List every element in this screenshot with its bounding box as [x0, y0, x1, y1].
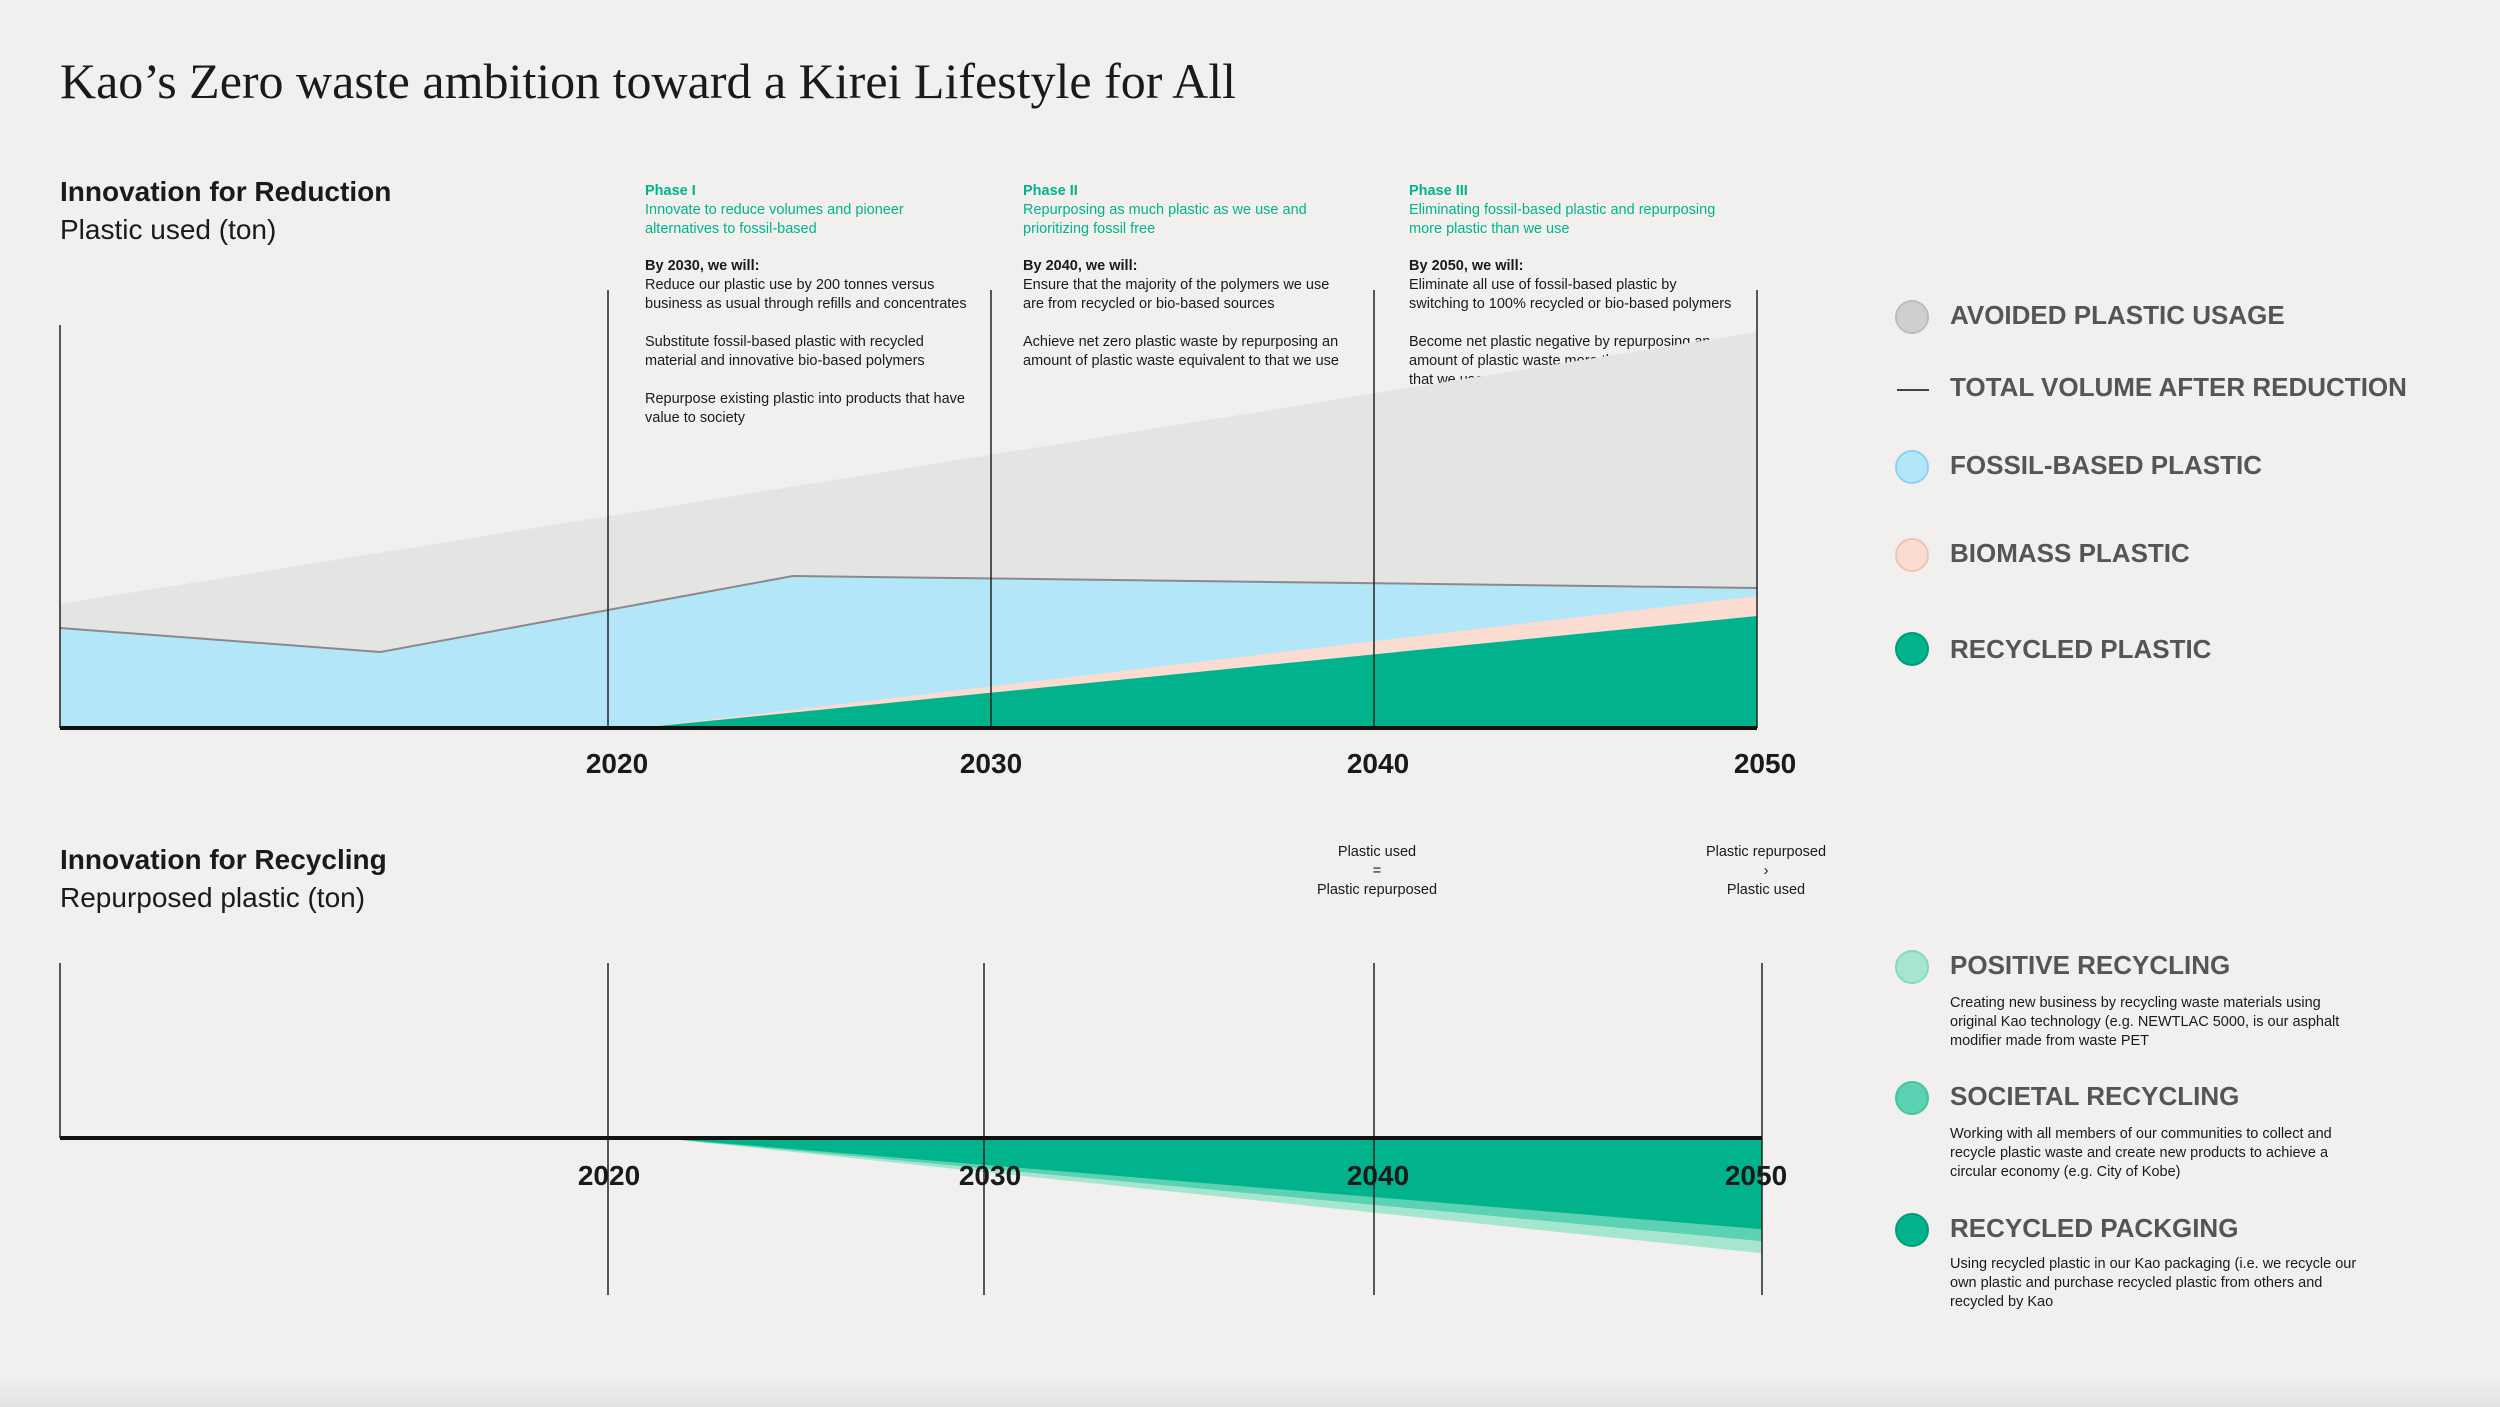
- x-tick-label: 2030: [959, 748, 1023, 779]
- legend-label: FOSSIL-BASED PLASTIC: [1950, 450, 2263, 480]
- phase-goal: Achieve net zero plastic waste by repurp…: [1023, 334, 1339, 369]
- positive-recycling-area: [659, 1138, 1762, 1254]
- x-tick-label: 2050: [1724, 1160, 1788, 1191]
- phase-goal: Repurpose existing plastic into products…: [645, 391, 965, 426]
- legend-description: Working with all members of our communit…: [1950, 1126, 2332, 1180]
- footer-shade: [0, 1377, 2500, 1407]
- reduction-heading: Innovation for Reduction: [60, 176, 392, 207]
- phase-2-block: Phase II Repurposing as much plastic as …: [1023, 182, 1353, 390]
- phase-label: Phase III: [1409, 183, 1468, 199]
- recycling-subheading: Repurposed plastic (ton): [60, 882, 366, 913]
- legend-label: TOTAL VOLUME AFTER REDUCTION: [1950, 372, 2407, 402]
- phase-deadline: By 2050, we will:: [1409, 258, 1524, 274]
- legend-label: AVOIDED PLASTIC USAGE: [1950, 300, 2285, 330]
- phase-1-block: Phase I Innovate to reduce volumes and p…: [645, 182, 975, 447]
- legend-dot-icon: [1895, 450, 1929, 484]
- legend-description: Using recycled plastic in our Kao packag…: [1950, 1256, 2357, 1310]
- legend-dot-icon: [1895, 300, 1929, 334]
- societal-recycling-area: [659, 1138, 1762, 1242]
- phase-description: Eliminating fossil-based plastic and rep…: [1409, 202, 1716, 237]
- legend-dot-icon: [1895, 950, 1929, 984]
- recycling-heading: Innovation for Recycling: [60, 844, 387, 875]
- total-volume-line: [59, 574, 1758, 654]
- milestone-note-2050: Plastic repurposed › Plastic used: [1706, 843, 1826, 900]
- legend-label: SOCIETAL RECYCLING: [1950, 1081, 2240, 1111]
- fossil-plastic-area: [60, 576, 1757, 728]
- legend-dot-icon: [1895, 632, 1929, 666]
- phase-description: Repurposing as much plastic as we use an…: [1023, 202, 1307, 237]
- note-symbol: ›: [1763, 863, 1769, 879]
- x-tick-label: 2020: [577, 1160, 641, 1191]
- x-tick-label: 2040: [1346, 748, 1410, 779]
- phase-deadline: By 2040, we will:: [1023, 258, 1138, 274]
- note-line: Plastic used: [1337, 844, 1417, 860]
- recycled-plastic-area: [638, 616, 1757, 728]
- phase-3-block: Phase III Eliminating fossil-based plast…: [1409, 182, 1739, 409]
- phase-goal: Reduce our plastic use by 200 tonnes ver…: [645, 277, 967, 312]
- legend-label: BIOMASS PLASTIC: [1950, 538, 2190, 568]
- x-tick-label: 2050: [1733, 748, 1797, 779]
- legend-dot-icon: [1895, 538, 1929, 572]
- legend-description: Creating new business by recycling waste…: [1950, 995, 2340, 1049]
- legend-dot-icon: [1895, 1081, 1929, 1115]
- biomass-plastic-area: [638, 596, 1757, 728]
- page-title: Kao’s Zero waste ambition toward a Kirei…: [60, 53, 1237, 109]
- note-line: Plastic used: [1726, 882, 1806, 898]
- legend-line-icon: [1897, 389, 1929, 391]
- milestone-note-2040: Plastic used = Plastic repurposed: [1317, 843, 1437, 900]
- phase-description: Innovate to reduce volumes and pioneer a…: [645, 202, 904, 237]
- phase-goal: Become net plastic negative by repurposi…: [1409, 334, 1717, 388]
- x-tick-label: 2020: [585, 748, 649, 779]
- phase-label: Phase II: [1023, 183, 1078, 199]
- legend-label: RECYCLED PLASTIC: [1950, 634, 2212, 664]
- note-symbol: =: [1372, 863, 1382, 879]
- legend-label: RECYCLED PACKGING: [1950, 1213, 2239, 1243]
- legend-dot-icon: [1895, 1213, 1929, 1247]
- phase-goal: Substitute fossil-based plastic with rec…: [645, 334, 925, 369]
- legend-label: POSITIVE RECYCLING: [1950, 950, 2231, 980]
- x-tick-label: 2030: [958, 1160, 1022, 1191]
- reduction-subheading: Plastic used (ton): [60, 214, 277, 245]
- note-line: Plastic repurposed: [1705, 844, 1827, 860]
- note-line: Plastic repurposed: [1316, 882, 1438, 898]
- phase-deadline: By 2030, we will:: [645, 258, 760, 274]
- x-tick-label: 2040: [1346, 1160, 1410, 1191]
- phase-goal: Ensure that the majority of the polymers…: [1023, 277, 1330, 312]
- phase-goal: Eliminate all use of fossil-based plasti…: [1409, 277, 1732, 312]
- recycled-packaging-area: [659, 1138, 1762, 1230]
- phase-label: Phase I: [645, 183, 696, 199]
